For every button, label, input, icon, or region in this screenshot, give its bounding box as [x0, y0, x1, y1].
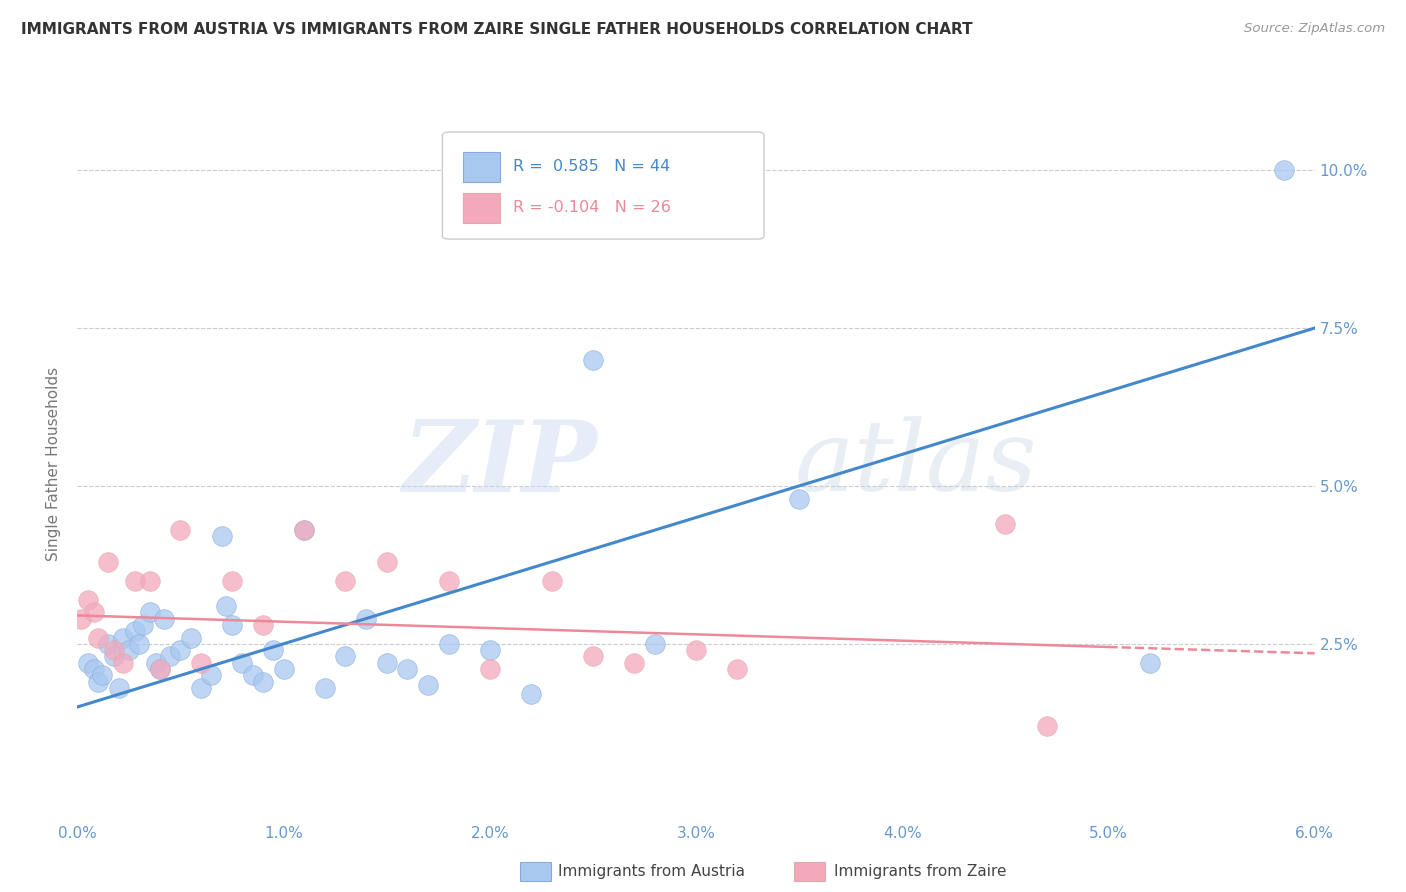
Point [128, 637, 150, 651]
Point [111, 656, 134, 670]
Point [124, 574, 146, 588]
Point [70, 611, 93, 625]
Point [231, 656, 253, 670]
Point [623, 656, 645, 670]
Text: R = -0.104   N = 26: R = -0.104 N = 26 [513, 200, 671, 215]
Point [211, 529, 233, 543]
Point [582, 649, 605, 664]
Point [132, 618, 155, 632]
Point [1035, 719, 1057, 733]
Point [200, 668, 222, 682]
FancyBboxPatch shape [443, 132, 763, 239]
Point [1272, 163, 1295, 178]
Point [76, 592, 98, 607]
Point [221, 574, 243, 588]
Point [335, 574, 357, 588]
Point [111, 631, 134, 645]
Text: Immigrants from Austria: Immigrants from Austria [558, 864, 745, 879]
Point [107, 681, 129, 695]
Point [273, 662, 295, 676]
Point [169, 643, 191, 657]
Point [994, 516, 1017, 531]
Point [644, 637, 666, 651]
Point [91, 668, 114, 682]
Bar [464, 193, 501, 223]
Point [138, 605, 160, 619]
Point [478, 643, 501, 657]
Point [145, 656, 167, 670]
Point [416, 678, 439, 692]
Point [87, 674, 110, 689]
Point [215, 599, 238, 613]
Text: R =  0.585   N = 44: R = 0.585 N = 44 [513, 160, 671, 175]
Point [437, 637, 460, 651]
Point [83, 605, 105, 619]
Y-axis label: Single Father Households: Single Father Households [46, 367, 62, 561]
Point [97, 555, 120, 569]
Point [242, 668, 264, 682]
Point [124, 624, 146, 639]
Point [159, 649, 181, 664]
Point [685, 643, 707, 657]
Point [180, 631, 202, 645]
Point [540, 574, 562, 588]
Point [169, 523, 191, 537]
Point [375, 656, 398, 670]
Point [83, 662, 105, 676]
Point [118, 643, 141, 657]
Text: Immigrants from Zaire: Immigrants from Zaire [834, 864, 1007, 879]
Text: atlas: atlas [794, 417, 1038, 511]
Point [520, 687, 543, 701]
Point [396, 662, 419, 676]
Point [262, 643, 284, 657]
Point [138, 574, 160, 588]
Point [97, 637, 120, 651]
Point [354, 611, 377, 625]
Point [153, 611, 176, 625]
Text: Source: ZipAtlas.com: Source: ZipAtlas.com [1244, 22, 1385, 36]
Point [292, 523, 315, 537]
Point [149, 662, 172, 676]
Point [582, 352, 605, 367]
Point [292, 523, 315, 537]
Point [478, 662, 501, 676]
Point [437, 574, 460, 588]
Point [314, 681, 336, 695]
Text: IMMIGRANTS FROM AUSTRIA VS IMMIGRANTS FROM ZAIRE SINGLE FATHER HOUSEHOLDS CORREL: IMMIGRANTS FROM AUSTRIA VS IMMIGRANTS FR… [21, 22, 973, 37]
Point [252, 674, 274, 689]
Point [103, 649, 125, 664]
Point [252, 618, 274, 632]
Point [190, 681, 212, 695]
Bar [464, 152, 501, 182]
Point [190, 656, 212, 670]
Point [725, 662, 748, 676]
Point [1139, 656, 1161, 670]
Point [76, 656, 98, 670]
Point [149, 662, 172, 676]
Point [335, 649, 357, 664]
Point [221, 618, 243, 632]
Point [103, 643, 125, 657]
Point [787, 491, 810, 506]
Text: ZIP: ZIP [402, 416, 598, 512]
Point [375, 555, 398, 569]
Point [87, 631, 110, 645]
